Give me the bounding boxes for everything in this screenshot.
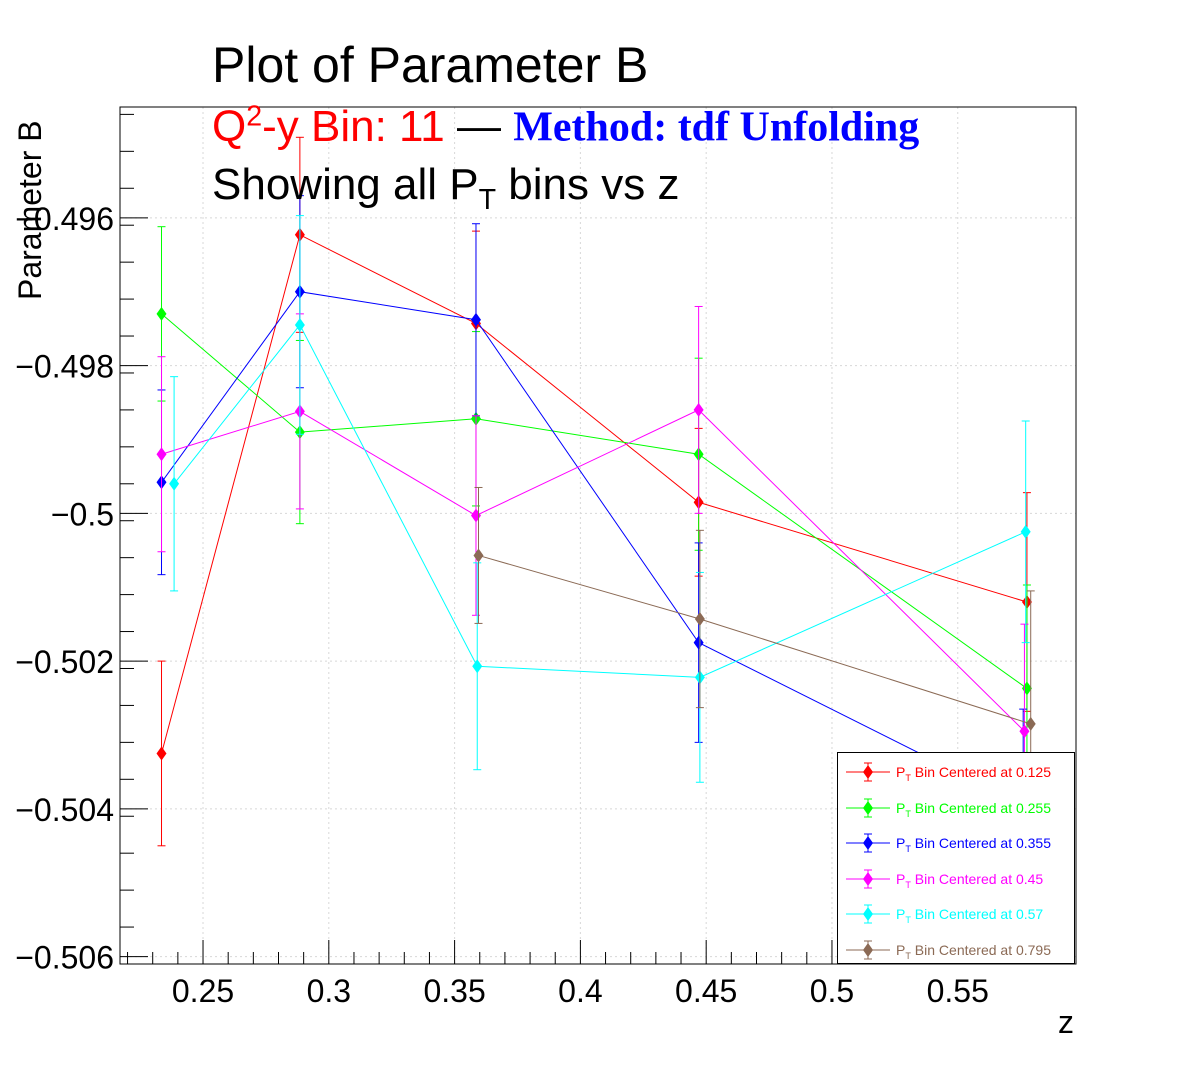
x-tick-label: 0.35 — [423, 973, 485, 1009]
y-tick-label: −0.496 — [15, 201, 114, 237]
method-label: Method: tdf Unfolding — [513, 104, 920, 151]
data-point — [470, 508, 481, 523]
data-point — [1025, 716, 1036, 731]
legend-marker — [846, 869, 890, 888]
data-point — [472, 659, 483, 674]
data-point — [156, 306, 167, 321]
legend-item: PT Bin Centered at 0.355 — [838, 826, 1076, 860]
legend-item: PT Bin Centered at 0.255 — [838, 791, 1076, 825]
data-point — [156, 746, 167, 761]
bin-label: Q2-y Bin: 11 — [212, 100, 445, 151]
x-tick-label: 0.55 — [927, 973, 989, 1009]
legend-label: PT Bin Centered at 0.45 — [896, 870, 1044, 890]
legend-marker — [846, 798, 890, 817]
series-4 — [169, 215, 1031, 783]
y-axis-label: Parameter B — [12, 120, 48, 300]
legend-item: PT Bin Centered at 0.45 — [838, 862, 1076, 896]
series-line — [173, 324, 1026, 678]
series-line — [478, 554, 1031, 725]
x-axis-label: z — [1058, 1004, 1074, 1040]
legend-label: PT Bin Centered at 0.125 — [896, 764, 1052, 783]
y-tick-label: −0.498 — [15, 349, 114, 385]
x-tick-label: 0.3 — [307, 973, 351, 1009]
series-line — [161, 313, 1028, 689]
series-1 — [156, 226, 1032, 793]
legend: PT Bin Centered at 0.125 PT Bin Centered… — [837, 752, 1075, 964]
legend-label: PT Bin Centered at 0.355 — [896, 835, 1052, 854]
legend-marker — [846, 904, 890, 924]
data-point — [694, 611, 705, 626]
data-point — [470, 312, 481, 327]
series-5 — [473, 486, 1036, 858]
chart-subtitle-bin: Q2-y Bin: 11 — Method: tdf Unfolding — [212, 100, 919, 152]
data-point — [294, 317, 305, 332]
data-point — [1020, 524, 1031, 539]
legend-marker — [846, 833, 890, 853]
y-tick-label: −0.5 — [51, 496, 114, 532]
data-point — [473, 548, 484, 563]
legend-item: PT Bin Centered at 0.57 — [838, 897, 1076, 931]
legend-item: PT Bin Centered at 0.125 — [838, 755, 1076, 789]
legend-label: PT Bin Centered at 0.255 — [896, 799, 1052, 819]
plot-frame — [119, 106, 1077, 965]
series-line — [161, 234, 1028, 754]
x-tick-label: 0.5 — [810, 973, 854, 1009]
data-point — [1019, 724, 1030, 739]
y-tick-label: −0.504 — [15, 792, 114, 828]
x-tick-label: 0.45 — [675, 973, 737, 1009]
x-tick-label: 0.4 — [558, 973, 602, 1009]
y-axis: −0.496 −0.498 −0.5 −0.502 −0.504 −0.506 — [15, 113, 148, 976]
data-point — [693, 635, 704, 650]
legend-item: PT Bin Centered at 0.795 — [838, 933, 1076, 967]
series-line — [161, 291, 1024, 806]
legend-label: PT Bin Centered at 0.57 — [896, 906, 1044, 925]
data-point — [156, 447, 167, 462]
y-tick-label: −0.502 — [15, 644, 114, 680]
legend-marker — [846, 940, 890, 959]
data-point — [169, 476, 180, 491]
y-tick-label: −0.506 — [15, 940, 114, 976]
series-line — [161, 409, 1025, 732]
chart-subtitle-pt: Showing all PT bins vs z — [212, 160, 680, 216]
data-point — [693, 402, 704, 417]
legend-label: PT Bin Centered at 0.795 — [896, 941, 1052, 961]
legend-marker — [846, 762, 890, 782]
x-tick-label: 0.25 — [172, 973, 234, 1009]
chart-title: Plot of Parameter B — [212, 37, 649, 93]
x-axis: 0.25 0.3 0.35 0.4 0.45 0.5 0.55 — [127, 940, 1059, 1009]
separator-dash: — — [456, 101, 501, 151]
